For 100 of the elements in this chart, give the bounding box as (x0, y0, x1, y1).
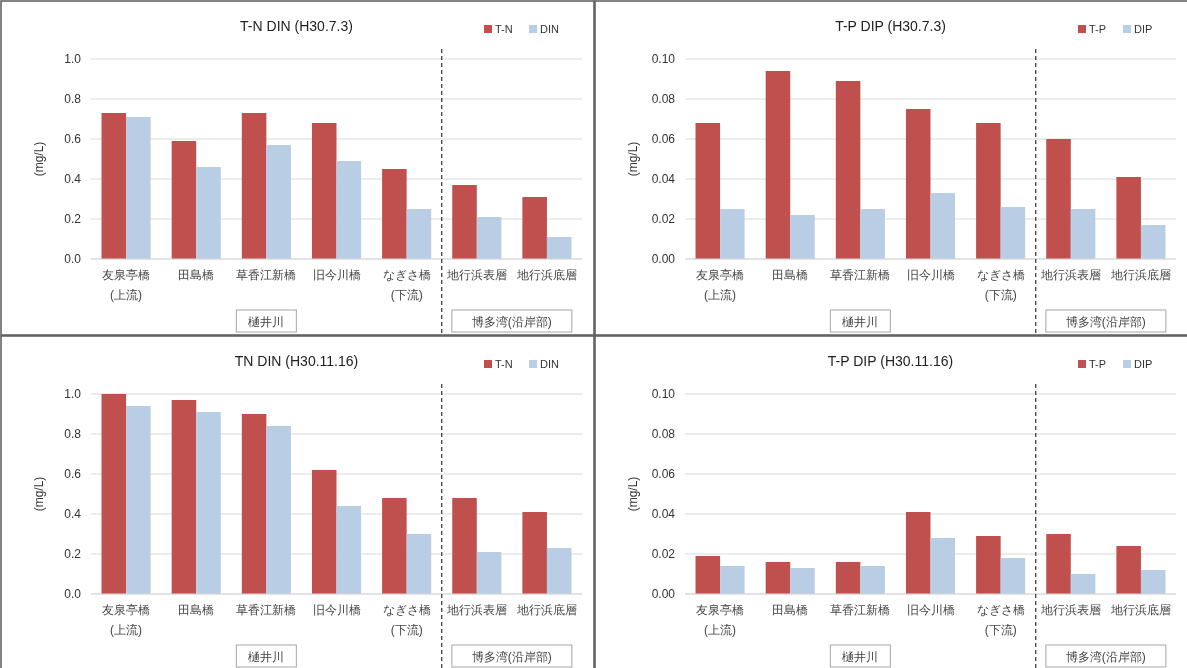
y-tick-label: 0.0 (64, 252, 82, 266)
y-tick-label: 0.6 (64, 467, 82, 481)
x-tick-label: 田島橋 (178, 603, 215, 617)
bar (1000, 558, 1026, 594)
chart-title: T-N DIN (H30.7.3) (240, 18, 353, 34)
bar (336, 161, 362, 259)
x-tick-label: 地行浜表層 (445, 603, 507, 617)
bar (406, 209, 432, 259)
bar (790, 568, 815, 594)
y-tick-label: 0.08 (651, 92, 676, 106)
x-tick-label: 地行浜表層 (1039, 603, 1101, 617)
y-tick-label: 0.02 (651, 212, 676, 226)
bar (905, 109, 931, 259)
y-tick-label: 0.00 (651, 587, 676, 601)
y-tick-label: 0.2 (64, 547, 82, 561)
x-tick-label: 田島橋 (772, 268, 809, 282)
bar (311, 470, 337, 594)
bar (1070, 209, 1096, 259)
bar (720, 209, 745, 259)
y-axis-title: (mg/L) (32, 141, 46, 177)
y-tick-label: 0.10 (651, 387, 676, 401)
x-tick-label: なぎさ橋 (下流) (382, 268, 431, 302)
legend-label: DIN (540, 23, 559, 35)
x-tick-label: 地行浜表層 (1039, 268, 1101, 282)
y-tick-label: 0.02 (651, 547, 676, 561)
y-tick-label: 0.8 (64, 92, 82, 106)
chart-title: T-P DIP (H30.7.3) (835, 18, 946, 34)
legend-label: DIP (1134, 23, 1153, 35)
bar (720, 566, 745, 594)
bar (196, 412, 221, 594)
bar (860, 209, 885, 259)
text: 博多湾(沿岸部) (471, 650, 552, 664)
bar (382, 169, 407, 259)
x-tick-label: なぎさ橋 (下流) (382, 603, 431, 637)
x-tick-label: 旧今川橋 (906, 603, 955, 617)
y-tick-label: 0.10 (651, 52, 676, 66)
x-tick-label: 旧今川橋 (312, 603, 361, 617)
bar (976, 123, 1001, 259)
chart-title: T-P DIP (H30.11.16) (827, 353, 954, 369)
bar (976, 536, 1001, 594)
bar (101, 394, 127, 594)
bar (546, 548, 572, 594)
bar (171, 400, 197, 594)
bar (1116, 177, 1141, 259)
bar (126, 406, 151, 594)
y-axis-title: (mg/L) (626, 141, 640, 177)
bar (266, 145, 291, 259)
bar (311, 123, 337, 259)
x-tick-label: 田島橋 (772, 603, 809, 617)
bar (765, 71, 791, 259)
y-axis-title: (mg/L) (32, 476, 46, 512)
bar (196, 167, 221, 259)
y-axis-title: (mg/L) (626, 476, 640, 512)
bar (382, 498, 407, 594)
legend-label: T-N (495, 23, 513, 35)
text: 樋井川 (248, 650, 285, 664)
bar (1140, 570, 1166, 594)
bar (835, 81, 861, 259)
legend-label: T-P (1089, 23, 1107, 35)
y-tick-label: 0.4 (64, 172, 82, 186)
legend-label: T-P (1089, 358, 1107, 370)
bar (1140, 225, 1166, 259)
x-tick-label: 地行浜表層 (445, 268, 507, 282)
bar (241, 414, 267, 594)
x-tick-label: 草香江新橋 (830, 603, 891, 617)
bar (905, 512, 931, 594)
x-tick-label: 草香江新橋 (236, 603, 297, 617)
y-tick-label: 0.00 (651, 252, 676, 266)
bar (522, 197, 547, 259)
bar (695, 556, 721, 594)
legend-label: DIN (540, 358, 559, 370)
bar (476, 552, 502, 594)
y-tick-label: 0.06 (651, 467, 676, 481)
bar (522, 512, 547, 594)
bar (452, 185, 477, 259)
text: 博多湾(沿岸部) (1065, 650, 1146, 664)
bar (930, 193, 956, 259)
y-tick-label: 0.2 (64, 212, 82, 226)
bar (171, 141, 197, 259)
y-tick-label: 0.04 (651, 507, 676, 521)
legend-label: DIP (1134, 358, 1153, 370)
y-tick-label: 0.04 (651, 172, 676, 186)
y-tick-label: 0.08 (651, 427, 676, 441)
x-tick-label: 地行浜底層 (515, 603, 577, 617)
bar (1046, 534, 1071, 594)
bar (695, 123, 721, 259)
x-tick-label: 草香江新橋 (236, 268, 297, 282)
text: 博多湾(沿岸部) (1065, 315, 1146, 329)
bar (1070, 574, 1096, 594)
x-tick-label: 友泉亭橋 (上流) (102, 603, 151, 637)
y-tick-label: 0.06 (651, 132, 676, 146)
y-tick-label: 0.4 (64, 507, 82, 521)
y-tick-label: 0.6 (64, 132, 82, 146)
bar (101, 113, 127, 259)
bar (546, 237, 572, 259)
bar (336, 506, 362, 594)
text: 樋井川 (248, 315, 285, 329)
x-tick-label: 友泉亭橋 (上流) (696, 268, 745, 302)
x-tick-label: 地行浜底層 (1109, 268, 1171, 282)
bar (241, 113, 267, 259)
